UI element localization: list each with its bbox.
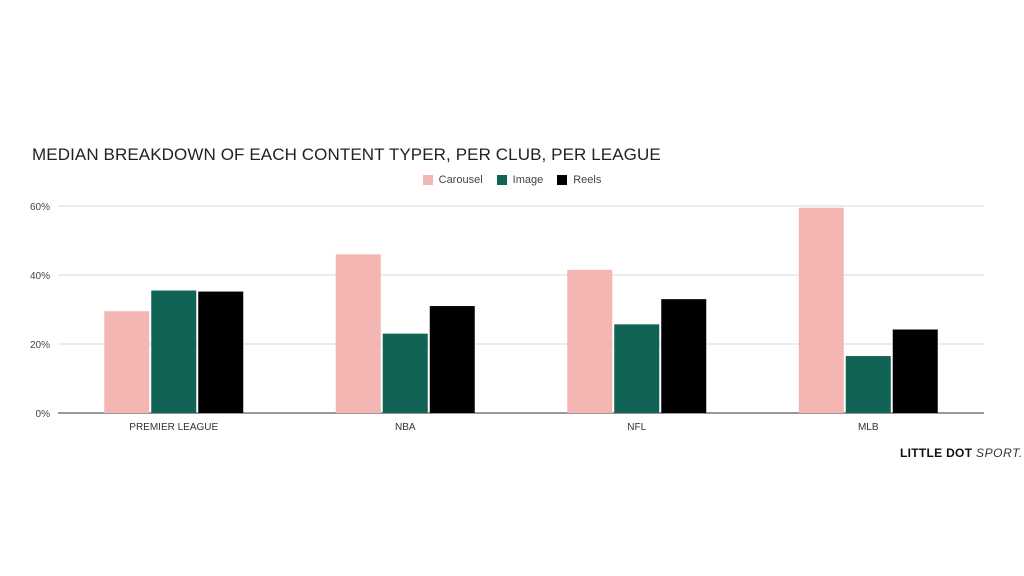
bar-image-premier-league: [151, 290, 197, 413]
x-tick-label: MLB: [858, 422, 879, 433]
legend-label-image: Image: [512, 174, 544, 186]
legend-label-reels: Reels: [573, 174, 602, 186]
chart-legend: Carousel Image Reels: [0, 174, 1024, 186]
legend-item-image: Image: [496, 174, 544, 186]
chart-title: MEDIAN BREAKDOWN OF EACH CONTENT TYPER, …: [32, 145, 661, 164]
x-tick-label: NBA: [395, 422, 416, 433]
legend-swatch-reels: [557, 175, 568, 185]
legend-swatch-carousel: [422, 175, 433, 185]
bar-carousel-premier-league: [104, 311, 150, 413]
legend-label-carousel: Carousel: [438, 174, 483, 186]
bar-carousel-mlb: [798, 207, 844, 413]
bar-image-nba: [382, 333, 428, 413]
bar-image-mlb: [845, 356, 891, 413]
bar-reels-nba: [429, 306, 475, 413]
x-tick-label: PREMIER LEAGUE: [129, 422, 218, 433]
bar-image-nfl: [614, 324, 660, 413]
brand-logo: LITTLE DOT SPORT.: [900, 446, 1023, 460]
x-tick-label: NFL: [627, 422, 646, 433]
bar-reels-premier-league: [198, 291, 244, 413]
legend-item-reels: Reels: [557, 174, 601, 186]
brand-logo-light: SPORT.: [975, 446, 1023, 460]
bar-reels-nfl: [661, 299, 707, 413]
bar-carousel-nba: [335, 254, 381, 413]
legend-item-carousel: Carousel: [422, 174, 483, 186]
y-tick-label: 0%: [36, 409, 51, 420]
y-tick-label: 20%: [30, 340, 50, 351]
y-tick-label: 60%: [30, 202, 50, 213]
legend-swatch-image: [496, 175, 507, 185]
bar-reels-mlb: [892, 329, 938, 413]
y-tick-label: 40%: [30, 271, 50, 282]
brand-logo-bold: LITTLE DOT: [900, 446, 973, 460]
bar-carousel-nfl: [567, 269, 613, 413]
